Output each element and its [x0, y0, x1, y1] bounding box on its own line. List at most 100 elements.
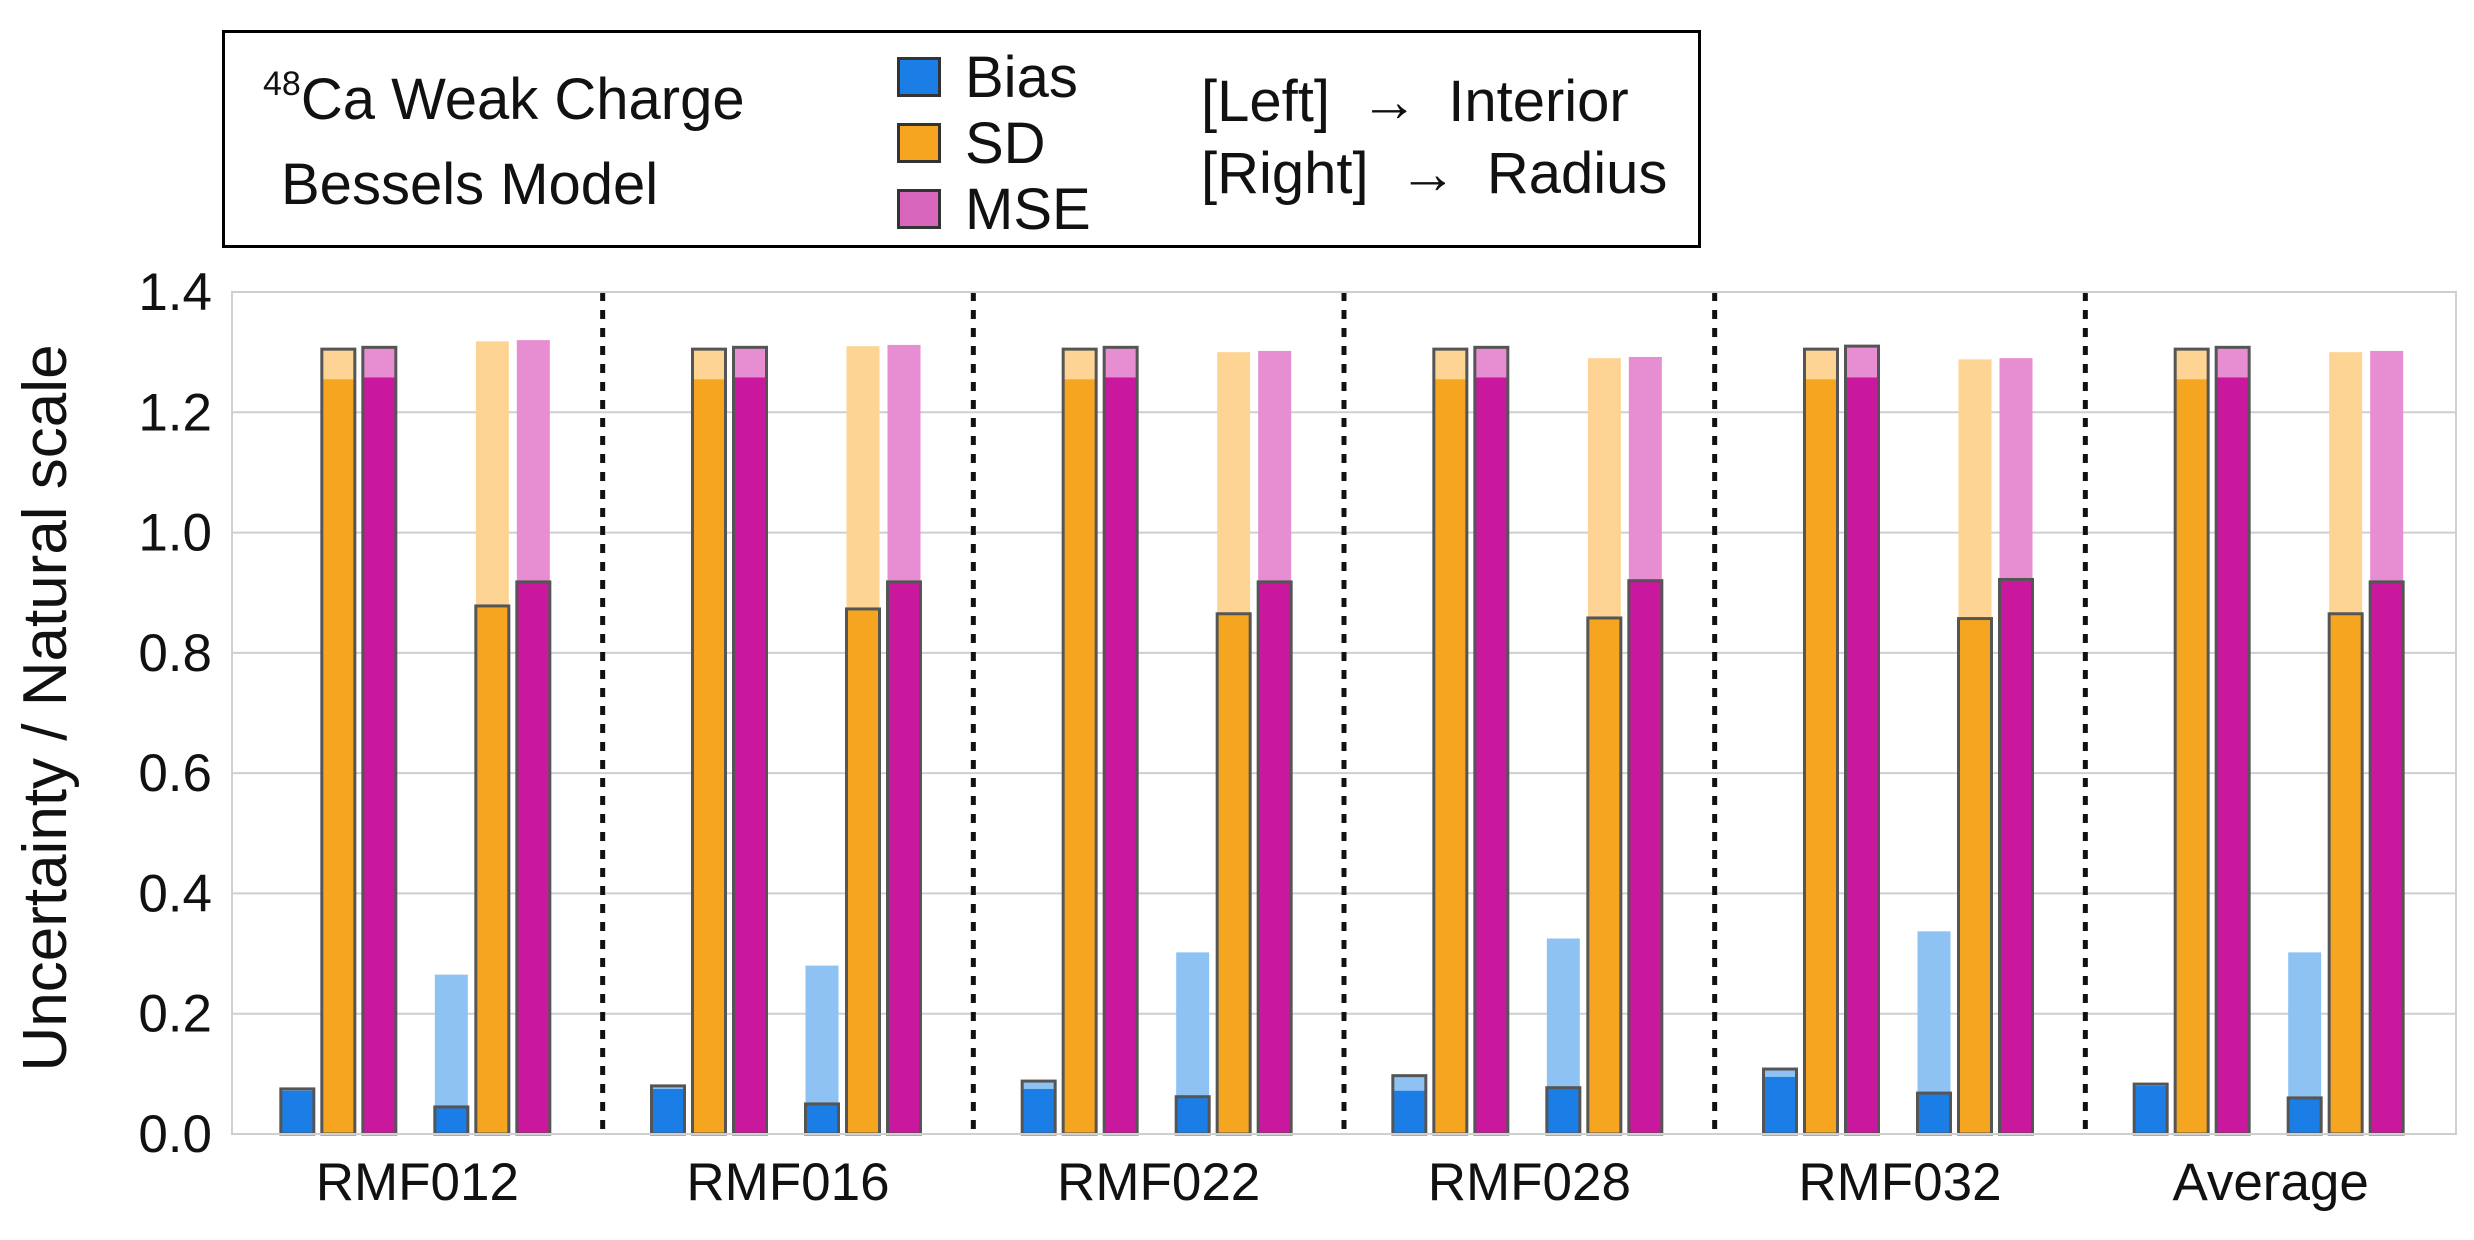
legend-label-bias: Bias	[965, 45, 1078, 110]
bar-bias	[805, 1103, 839, 1134]
note-left-label: [Left]	[1201, 69, 1330, 134]
legend-title-superscript: 48	[263, 65, 301, 103]
bar-extension-mse	[1258, 350, 1292, 582]
bar-sd	[1958, 618, 1992, 1134]
bar-mse	[1628, 580, 1662, 1134]
x-tick-label: RMF032	[1798, 1153, 2001, 1212]
bar-mse	[516, 581, 550, 1134]
bar-bias	[1917, 1093, 1951, 1134]
bar-extension-sd	[2329, 352, 2363, 614]
y-tick-label: 0.2	[138, 985, 212, 1044]
bar-mse	[1474, 377, 1508, 1135]
bar-extension-bias	[1022, 1081, 1056, 1089]
bar-sd	[692, 379, 726, 1134]
legend-swatch-bias	[897, 57, 941, 97]
bar-extension-mse	[1474, 347, 1508, 378]
bar-sd	[321, 379, 355, 1134]
bar-bias	[1176, 1096, 1210, 1134]
bar-extension-bias	[805, 965, 839, 1104]
bar-extension-sd	[1804, 349, 1838, 380]
bar-extension-mse	[2216, 347, 2250, 378]
bar-mse	[1999, 579, 2033, 1134]
bar-extension-mse	[1999, 358, 2033, 580]
note-left-target: Interior	[1448, 69, 1629, 134]
bar-mse	[887, 581, 921, 1134]
bar-extension-sd	[1587, 358, 1621, 618]
legend-subtitle: Bessels Model	[281, 152, 659, 217]
x-tick-label: Average	[2172, 1153, 2368, 1212]
note-right-target: Radius	[1486, 141, 1668, 206]
bar-mse	[733, 377, 767, 1135]
bar-extension-sd	[1217, 352, 1251, 614]
bar-extension-sd	[1433, 349, 1467, 380]
arrow-right-icon: →	[1398, 141, 1457, 206]
bar-extension-mse	[1628, 356, 1662, 581]
bar-extension-sd	[2175, 349, 2209, 380]
y-tick-label: 1.0	[138, 504, 212, 563]
bar-extension-bias	[1176, 952, 1210, 1097]
note-right-label: [Right]	[1201, 141, 1369, 206]
bar-bias	[651, 1088, 685, 1134]
bar-bias	[434, 1106, 468, 1134]
y-tick-label: 1.2	[138, 383, 212, 442]
bar-sd	[1063, 379, 1097, 1134]
bar-sd	[1804, 379, 1838, 1134]
bar-mse	[1258, 581, 1292, 1134]
bars	[279, 340, 2405, 1136]
bar-bias	[1763, 1076, 1797, 1134]
bar-extension-bias	[1392, 1075, 1426, 1091]
legend-swatch-sd	[897, 123, 941, 163]
bar-mse	[1845, 377, 1879, 1135]
bar-sd	[475, 605, 509, 1134]
bar-sd	[1587, 617, 1621, 1134]
legend-title: 48Ca Weak Charge	[263, 67, 745, 129]
x-tick-label: RMF012	[316, 1153, 519, 1212]
bar-extension-sd	[846, 346, 880, 609]
legend-title-line1: Ca Weak Charge	[300, 67, 745, 132]
legend-note-right: [Right] → Radius	[1201, 145, 1667, 203]
y-tick-label: 0.6	[138, 744, 212, 803]
y-tick-label: 0.0	[138, 1105, 212, 1164]
bar-bias	[1546, 1087, 1580, 1134]
bar-bias	[1392, 1090, 1426, 1134]
axes: 0.0 0.2 0.4 0.6 0.8 1.0 1.2 1.4 RMF012 RMF016 RMF0…	[138, 263, 2457, 1212]
bar-extension-sd	[1958, 359, 1992, 619]
bar-extension-bias	[1917, 931, 1951, 1094]
legend-swatch-mse	[897, 189, 941, 229]
bar-mse	[2216, 377, 2250, 1135]
y-tick-label: 1.4	[138, 263, 212, 322]
bar-extension-bias	[434, 974, 468, 1107]
legend-note-left: [Left] → Interior	[1201, 73, 1629, 131]
legend-label-mse: MSE	[965, 177, 1091, 242]
bar-extension-sd	[1063, 349, 1097, 380]
y-axis-label: Uncertainty / Natural scale	[11, 344, 80, 1071]
legend: 48Ca Weak Charge Bessels Model Bias SD M…	[222, 30, 1701, 248]
bar-extension-bias	[1546, 938, 1580, 1088]
x-tick-label: RMF028	[1428, 1153, 1631, 1212]
bar-bias	[280, 1090, 314, 1134]
bar-bias	[2134, 1085, 2168, 1134]
bar-extension-mse	[1104, 347, 1138, 378]
bar-extension-sd	[321, 349, 355, 380]
bar-extension-mse	[2370, 350, 2404, 582]
bar-sd	[2329, 613, 2363, 1134]
bar-mse	[362, 377, 396, 1135]
x-tick-label: RMF016	[686, 1153, 889, 1212]
bar-mse	[2370, 581, 2404, 1134]
bar-extension-bias	[651, 1085, 685, 1089]
bar-sd	[2175, 379, 2209, 1134]
bar-extension-sd	[692, 349, 726, 380]
plot-frame	[231, 291, 2457, 1135]
y-tick-label: 0.8	[138, 624, 212, 683]
bar-extension-mse	[1845, 346, 1879, 378]
bar-extension-bias	[1763, 1069, 1797, 1077]
y-tick-label: 0.4	[138, 864, 212, 923]
bar-mse	[1104, 377, 1138, 1135]
bar-bias	[1022, 1088, 1056, 1134]
bar-sd	[1217, 613, 1251, 1134]
bar-extension-mse	[362, 347, 396, 378]
bar-bias	[2288, 1097, 2322, 1134]
bar-sd	[1433, 379, 1467, 1134]
bar-sd	[846, 608, 880, 1134]
